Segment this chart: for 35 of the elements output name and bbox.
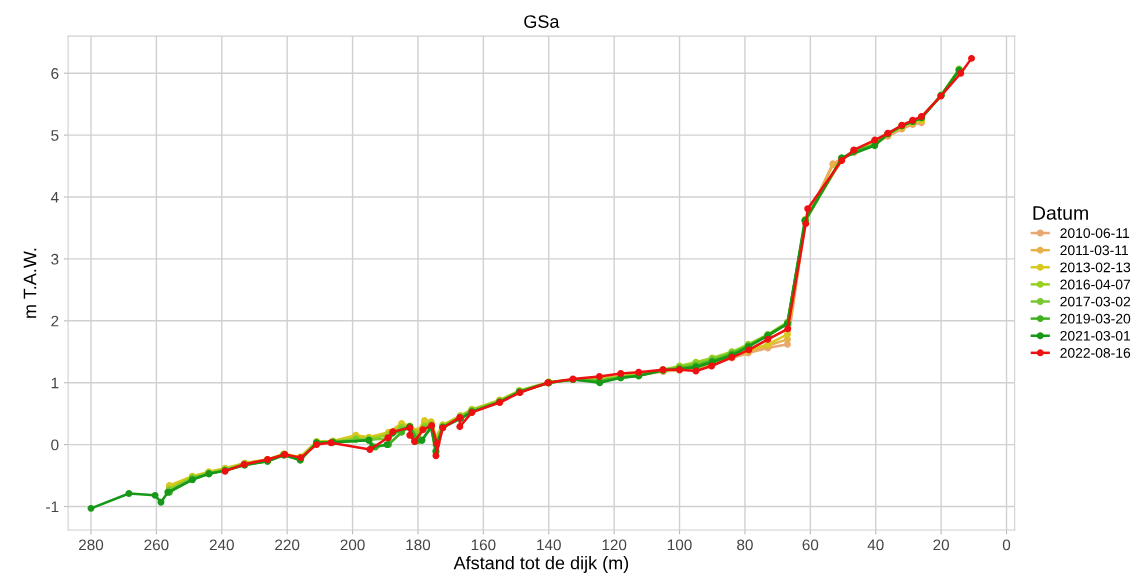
legend-label: 2016-04-07 xyxy=(1060,279,1131,290)
legend-label: 2013-02-13 xyxy=(1060,262,1131,273)
y-tick-label: -1 xyxy=(46,501,59,513)
x-tick-label: 40 xyxy=(867,539,884,551)
y-tick-label: 4 xyxy=(50,192,59,203)
x-tick-label: 180 xyxy=(406,539,431,551)
y-tick-label: 1 xyxy=(51,377,59,389)
legend-label: 2010-06-11 xyxy=(1060,228,1130,239)
y-tick-label: 3 xyxy=(51,253,59,265)
x-tick-label: 0 xyxy=(1002,539,1011,551)
y-tick-label: 0 xyxy=(51,439,59,451)
x-tick-label: 120 xyxy=(602,539,627,551)
legend-label: 2022-08-16 xyxy=(1060,348,1131,358)
x-tick-label: 20 xyxy=(933,539,950,551)
x-tick-label: 60 xyxy=(802,539,819,551)
x-tick-label: 160 xyxy=(471,539,496,551)
legend-label: 2011-03-11 xyxy=(1060,245,1129,256)
y-axis-title: m T.A.W. xyxy=(23,248,37,318)
y-tick-label: 6 xyxy=(51,68,59,79)
y-tick-label: 5 xyxy=(51,130,59,141)
legend-title: Datum xyxy=(1033,206,1088,220)
legend-label: 2017-03-02 xyxy=(1060,296,1131,307)
x-tick-label: 140 xyxy=(537,539,561,551)
y-tick-label: 2 xyxy=(51,315,59,327)
legend-label: 2019-03-20 xyxy=(1060,313,1131,324)
x-tick-label: 280 xyxy=(79,539,104,551)
chart-title: GSa xyxy=(524,15,560,28)
x-tick-label: 200 xyxy=(340,539,365,551)
x-tick-label: 220 xyxy=(275,539,300,551)
x-axis-title: Afstand tot de dijk (m) xyxy=(453,556,629,573)
x-tick-label: 100 xyxy=(667,539,692,551)
legend-label: 2021-03-01 xyxy=(1060,330,1131,341)
x-tick-label: 80 xyxy=(737,539,753,551)
x-tick-label: 260 xyxy=(144,539,169,551)
x-tick-label: 240 xyxy=(209,539,234,551)
